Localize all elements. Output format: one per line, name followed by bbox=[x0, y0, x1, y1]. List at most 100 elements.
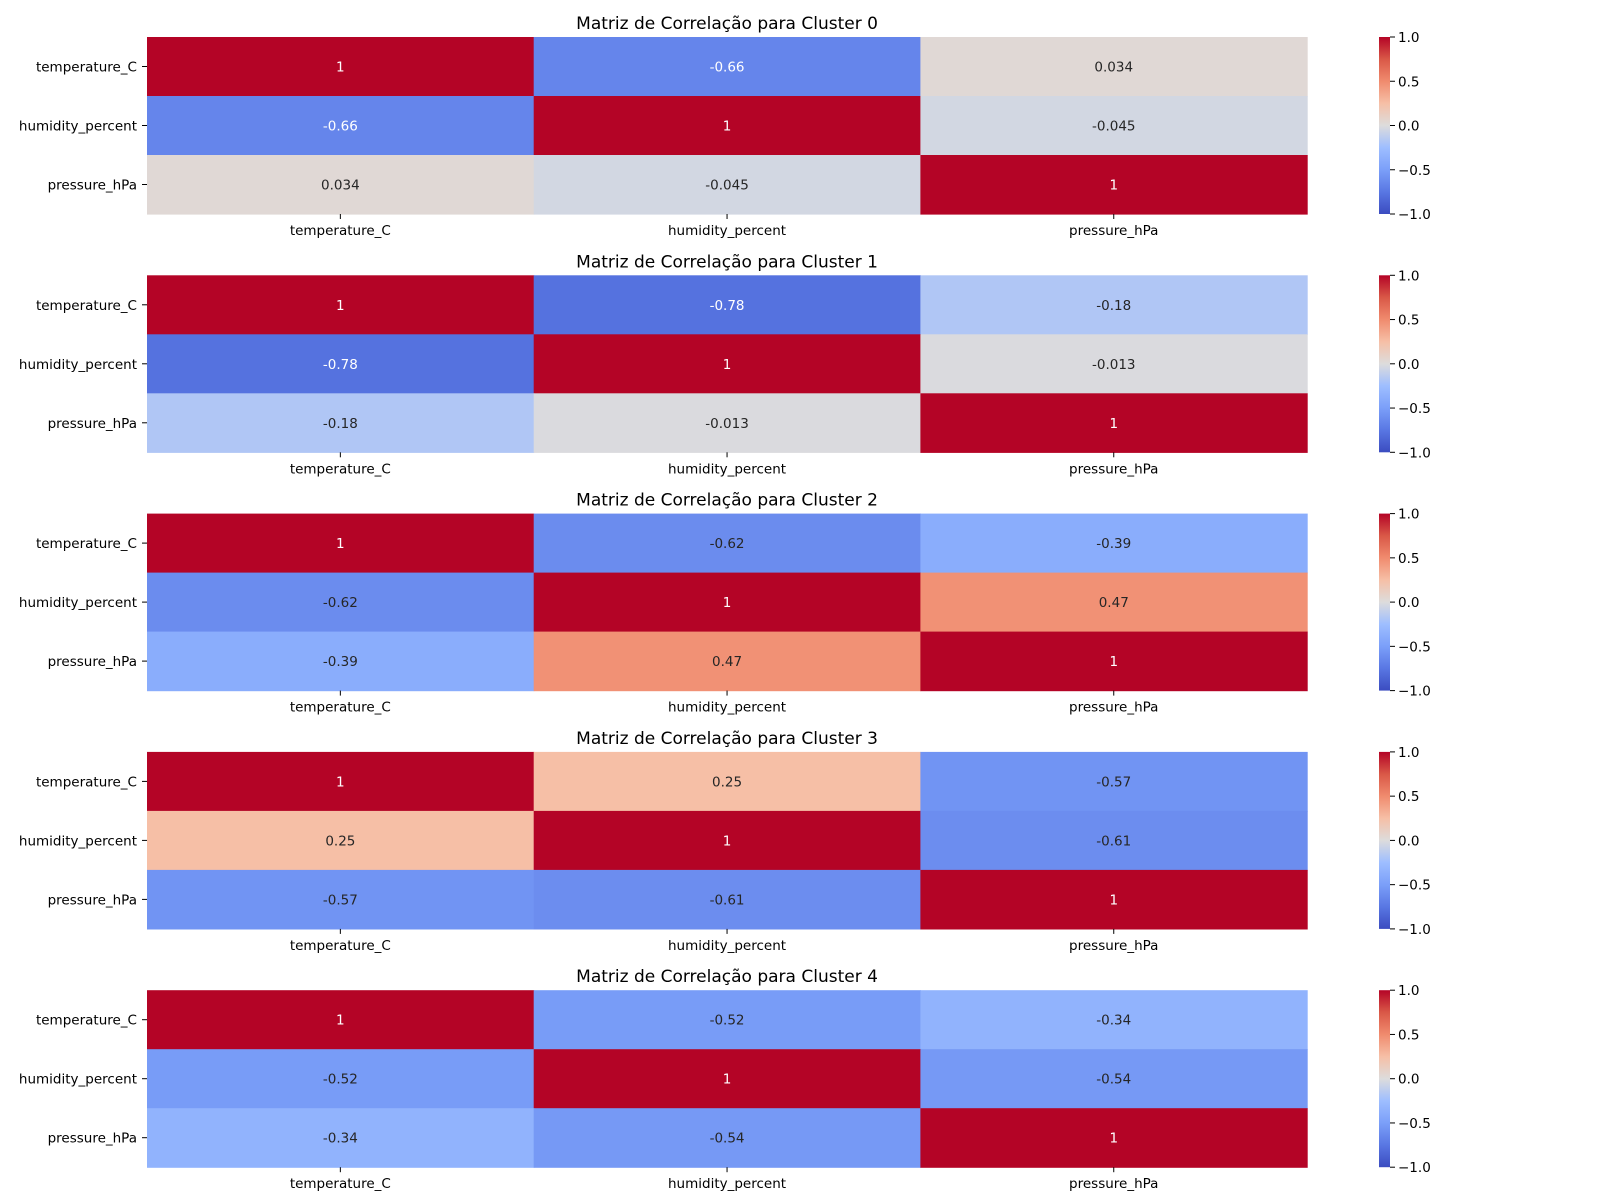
cell-value-label: -0.61 bbox=[1096, 833, 1131, 849]
heatmap-cell bbox=[533, 334, 921, 394]
cell-value-label: 1 bbox=[1109, 178, 1118, 194]
cell-value-label: -0.013 bbox=[705, 416, 749, 432]
heatmap-cell bbox=[920, 631, 1308, 692]
heatmap-cell bbox=[533, 393, 921, 453]
heatmap-cell bbox=[920, 810, 1308, 871]
heatmap-panel-1: Matriz de Correlação para Cluster 1 1 -0.7… bbox=[19, 252, 1431, 477]
cell-value-label: 1 bbox=[336, 1013, 345, 1029]
heatmap-cell bbox=[533, 1049, 921, 1109]
cell-value-label: -0.62 bbox=[710, 536, 745, 552]
heatmap-cell bbox=[147, 37, 535, 97]
cell-value-label: -0.78 bbox=[710, 298, 745, 314]
heatmap-cell bbox=[147, 393, 535, 453]
chart-title: Matriz de Correlação para Cluster 0 bbox=[576, 14, 878, 34]
x-tick-label: temperature_C bbox=[290, 700, 391, 716]
heatmap-cell bbox=[920, 572, 1308, 633]
colorbar-tick-label: −1.0 bbox=[1398, 445, 1431, 461]
heatmap-cell bbox=[533, 275, 921, 335]
cell-value-label: -0.52 bbox=[710, 1013, 745, 1029]
chart-title: Matriz de Correlação para Cluster 3 bbox=[576, 729, 878, 749]
cell-value-label: 0.034 bbox=[321, 178, 360, 194]
x-tick-label: humidity_percent bbox=[668, 461, 786, 477]
x-tick-label: pressure_hPa bbox=[1069, 700, 1158, 716]
colorbar-tick-label: 0.0 bbox=[1398, 357, 1419, 373]
chart-title: Matriz de Correlação para Cluster 2 bbox=[576, 491, 878, 511]
heatmap-cell bbox=[147, 155, 535, 215]
x-tick-label: pressure_hPa bbox=[1069, 938, 1158, 954]
colorbar-tick-label: 0.5 bbox=[1398, 313, 1419, 329]
colorbar bbox=[1379, 751, 1390, 929]
cell-value-label: 1 bbox=[723, 357, 732, 373]
cell-value-label: 1 bbox=[336, 536, 345, 552]
cell-value-label: 0.25 bbox=[712, 774, 742, 790]
y-tick-label: humidity_percent bbox=[19, 119, 137, 135]
cell-value-label: -0.62 bbox=[323, 595, 358, 611]
x-tick-label: humidity_percent bbox=[668, 938, 786, 954]
colorbar-tick-label: 0.5 bbox=[1398, 74, 1419, 90]
y-tick-label: temperature_C bbox=[36, 1013, 137, 1029]
heatmap-cell bbox=[533, 631, 921, 692]
heatmap-cell bbox=[147, 869, 535, 930]
heatmap-cell bbox=[147, 334, 535, 394]
y-tick-label: temperature_C bbox=[36, 536, 137, 552]
cell-value-label: -0.61 bbox=[710, 892, 745, 908]
cell-value-label: -0.78 bbox=[323, 357, 358, 373]
chart-title: Matriz de Correlação para Cluster 1 bbox=[576, 252, 878, 272]
colorbar-tick-label: −0.5 bbox=[1398, 878, 1431, 894]
cell-value-label: 0.25 bbox=[325, 833, 355, 849]
cell-value-label: -0.18 bbox=[1096, 298, 1131, 314]
heatmap-cell bbox=[920, 393, 1308, 453]
cell-value-label: -0.013 bbox=[1092, 357, 1136, 373]
y-tick-label: pressure_hPa bbox=[48, 416, 137, 432]
heatmap-cell bbox=[920, 155, 1308, 215]
y-tick-label: temperature_C bbox=[36, 298, 137, 314]
heatmap-cell bbox=[147, 631, 535, 692]
colorbar bbox=[1379, 513, 1390, 691]
heatmap-cell bbox=[533, 37, 921, 97]
colorbar bbox=[1379, 990, 1390, 1168]
y-tick-label: humidity_percent bbox=[19, 833, 137, 849]
colorbar-tick-label: 1.0 bbox=[1398, 983, 1419, 999]
heatmap-cell bbox=[533, 96, 921, 156]
heatmap-cell bbox=[147, 810, 535, 871]
cell-value-label: -0.66 bbox=[323, 119, 358, 135]
colorbar-tick-label: 0.0 bbox=[1398, 833, 1419, 849]
cell-value-label: 1 bbox=[723, 595, 732, 611]
colorbar-tick-label: −0.5 bbox=[1398, 401, 1431, 417]
cell-value-label: 1 bbox=[723, 119, 732, 135]
cell-value-label: 0.034 bbox=[1094, 60, 1133, 76]
heatmap-cell bbox=[533, 990, 921, 1050]
heatmap-cell bbox=[533, 513, 921, 574]
y-tick-label: pressure_hPa bbox=[48, 1131, 137, 1147]
colorbar bbox=[1379, 275, 1390, 453]
heatmap-cell bbox=[533, 751, 921, 812]
cell-value-label: 1 bbox=[336, 298, 345, 314]
heatmap-cell bbox=[920, 37, 1308, 97]
heatmap-cell bbox=[533, 572, 921, 633]
heatmap-cell bbox=[920, 513, 1308, 574]
cell-value-label: 1 bbox=[723, 833, 732, 849]
x-tick-label: humidity_percent bbox=[668, 700, 786, 716]
x-tick-label: temperature_C bbox=[290, 461, 391, 477]
colorbar-tick-label: 1.0 bbox=[1398, 507, 1419, 523]
colorbar-tick-label: 0.0 bbox=[1398, 119, 1419, 135]
cell-value-label: -0.54 bbox=[1096, 1072, 1131, 1088]
x-tick-label: pressure_hPa bbox=[1069, 1176, 1158, 1192]
colorbar-tick-label: 0.5 bbox=[1398, 1027, 1419, 1043]
cell-value-label: 1 bbox=[1109, 654, 1118, 670]
y-tick-label: humidity_percent bbox=[19, 595, 137, 611]
heatmap-panel-0: Matriz de Correlação para Cluster 0 1 -0.6… bbox=[19, 14, 1431, 239]
x-tick-label: humidity_percent bbox=[668, 1176, 786, 1192]
cell-value-label: 0.47 bbox=[1099, 595, 1129, 611]
y-tick-label: pressure_hPa bbox=[48, 654, 137, 670]
y-tick-label: humidity_percent bbox=[19, 357, 137, 373]
y-tick-label: temperature_C bbox=[36, 774, 137, 790]
cell-value-label: -0.57 bbox=[323, 892, 358, 908]
colorbar-tick-label: −0.5 bbox=[1398, 639, 1431, 655]
heatmap-cell bbox=[147, 275, 535, 335]
colorbar-tick-label: −0.5 bbox=[1398, 1116, 1431, 1132]
cell-value-label: 1 bbox=[723, 1072, 732, 1088]
heatmap-cell bbox=[533, 155, 921, 215]
x-tick-label: temperature_C bbox=[290, 1176, 391, 1192]
heatmap-cell bbox=[147, 1049, 535, 1109]
